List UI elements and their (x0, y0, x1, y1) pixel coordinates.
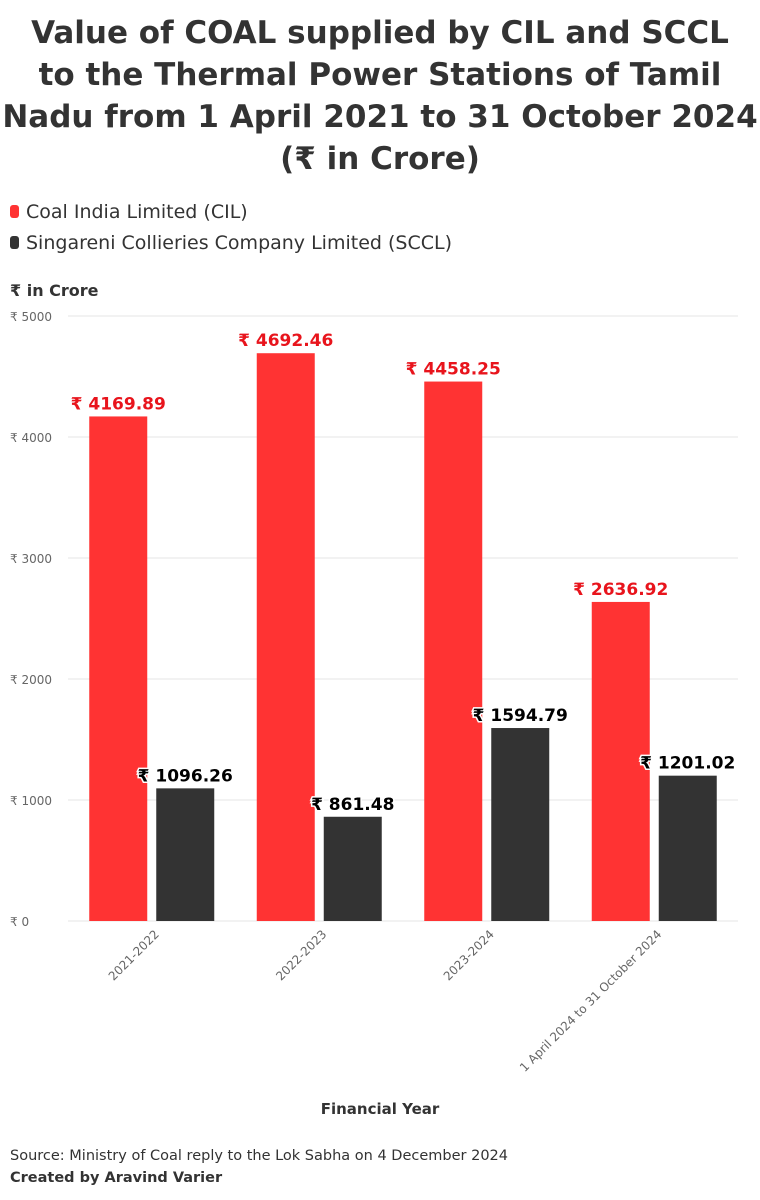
chart-title-line: Nadu from 1 April 2021 to 31 October 202… (2, 99, 758, 135)
y-tick-label: ₹ 2000 (10, 673, 52, 687)
legend-swatch-cil (10, 205, 19, 218)
chart-legend: Coal India Limited (CIL) Singareni Colli… (10, 196, 452, 258)
bar-sccl (658, 775, 717, 921)
bar-cil (89, 416, 148, 921)
chart-title-line: (₹ in Crore) (280, 141, 480, 177)
x-tick-label: 2022-2023 (273, 927, 329, 983)
bar-chart: ₹ 0 ₹ 1000 ₹ 2000 ₹ 3000 ₹ 4000 ₹ 5000 ₹ 4169.… (10, 310, 738, 1075)
legend-label-sccl: Singareni Collieries Company Limited (SC… (26, 231, 452, 254)
bar-cil (591, 601, 650, 921)
y-tick-label: ₹ 3000 (10, 552, 52, 566)
y-tick-label: ₹ 4000 (10, 431, 52, 445)
y-tick-label: ₹ 5000 (10, 310, 52, 324)
bar-cil (256, 353, 315, 921)
x-axis-title: Financial Year (320, 1100, 440, 1118)
x-tick-label: 2021-2022 (106, 927, 162, 983)
legend-item-sccl[interactable]: Singareni Collieries Company Limited (SC… (10, 227, 452, 258)
legend-item-cil[interactable]: Coal India Limited (CIL) (10, 196, 452, 227)
data-label: ₹ 1096.26 (138, 766, 233, 786)
chart-title-line: to the Thermal Power Stations of Tamil (38, 57, 722, 93)
credit-note: Created by Aravind Varier (10, 1170, 223, 1186)
bar-sccl (491, 728, 550, 921)
data-label: ₹ 1594.79 (473, 706, 568, 726)
bar-sccl (323, 816, 382, 921)
data-label: ₹ 4169.89 (71, 394, 166, 414)
bar-cil (424, 381, 483, 921)
data-label: ₹ 2636.92 (573, 580, 668, 600)
chart-title-line: Value of COAL supplied by CIL and SCCL (31, 15, 729, 51)
y-tick-label: ₹ 0 (10, 915, 29, 929)
source-note: Source: Ministry of Coal reply to the Lo… (10, 1148, 508, 1164)
data-label: ₹ 1201.02 (640, 754, 735, 774)
legend-swatch-sccl (10, 236, 19, 249)
y-axis-title: ₹ in Crore (10, 281, 99, 300)
x-tick-label: 1 April 2024 to 31 October 2024 (517, 927, 664, 1074)
x-tick-label: 2023-2024 (441, 927, 497, 983)
data-label: ₹ 4692.46 (238, 331, 333, 351)
data-label: ₹ 4458.25 (406, 360, 501, 380)
bar-sccl (156, 788, 215, 921)
chart-title: Value of COAL supplied by CIL and SCCL t… (0, 12, 760, 180)
data-label: ₹ 861.48 (311, 795, 394, 815)
legend-label-cil: Coal India Limited (CIL) (26, 200, 248, 223)
y-tick-label: ₹ 1000 (10, 794, 52, 808)
